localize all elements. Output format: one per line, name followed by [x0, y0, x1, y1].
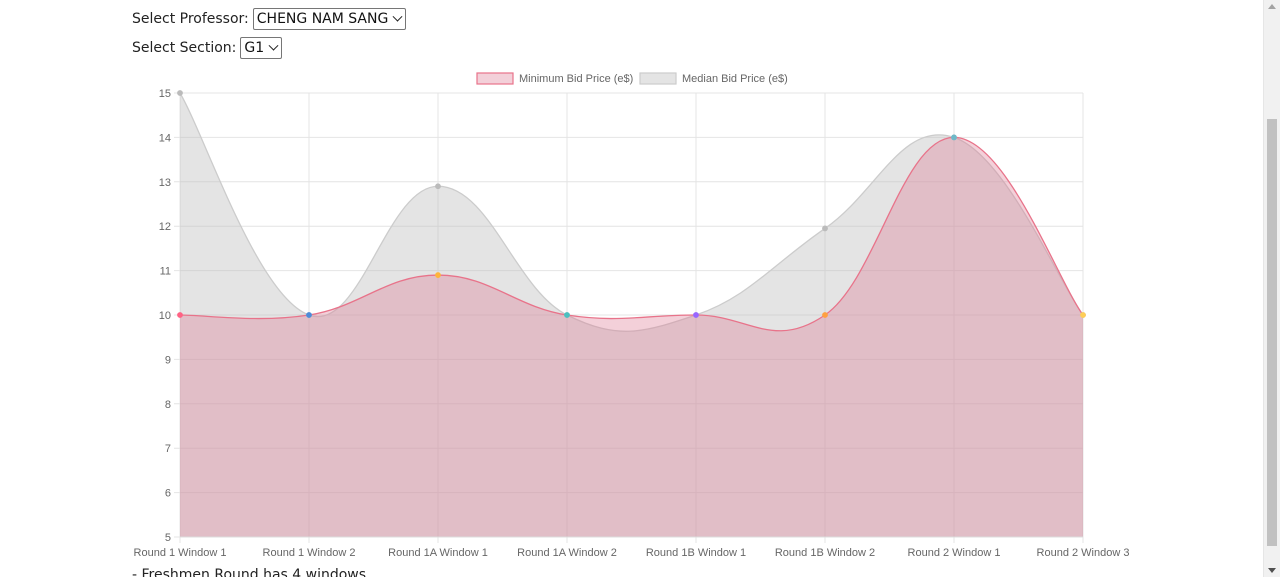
min-bid-point: [177, 312, 183, 318]
y-tick-label: 5: [165, 532, 171, 544]
vertical-scrollbar[interactable]: [1263, 0, 1280, 577]
scroll-up-icon[interactable]: [1268, 4, 1276, 9]
y-tick-label: 11: [160, 266, 171, 278]
median-bid-area: [180, 93, 1083, 537]
min-bid-point: [1080, 312, 1086, 318]
professor-select[interactable]: CHENG NAM SANG: [252, 8, 407, 30]
y-tick-label: 9: [165, 354, 171, 366]
min-bid-point: [564, 312, 570, 318]
y-tick-label: 14: [159, 132, 171, 144]
min-bid-point: [693, 312, 699, 318]
y-tick-label: 12: [159, 221, 171, 233]
x-tick-label: Round 1A Window 2: [517, 547, 617, 559]
professor-label: Select Professor:: [132, 11, 249, 27]
section-select[interactable]: G1: [240, 37, 283, 59]
section-selector-row: Select Section: G1: [132, 37, 283, 59]
min-bid-point: [822, 312, 828, 318]
y-tick-label: 6: [165, 488, 171, 500]
scroll-down-icon[interactable]: [1268, 568, 1276, 573]
x-tick-label: Round 1A Window 1: [388, 547, 488, 559]
x-tick-label: Round 2 Window 3: [1037, 547, 1130, 559]
x-tick-label: Round 1 Window 1: [134, 547, 227, 559]
legend-median-bid-label: Median Bid Price (e$): [682, 73, 788, 85]
y-tick-label: 8: [165, 399, 171, 411]
y-tick-label: 10: [159, 310, 171, 322]
y-tick-label: 7: [165, 443, 171, 455]
min-bid-point: [951, 134, 957, 141]
professor-select-value: CHENG NAM SANG: [256, 11, 389, 27]
section-select-value: G1: [244, 40, 265, 56]
legend-min-bid-label: Minimum Bid Price (e$): [519, 73, 633, 85]
x-tick-label: Round 1 Window 2: [263, 547, 356, 559]
x-tick-label: Round 1B Window 1: [646, 547, 746, 559]
min-bid-point: [306, 312, 312, 318]
x-tick-label: Round 1B Window 2: [775, 547, 875, 559]
y-tick-label: 13: [159, 177, 171, 189]
min-bid-point: [435, 272, 441, 278]
professor-selector-row: Select Professor: CHENG NAM SANG: [132, 8, 407, 30]
median-bid-point: [435, 183, 441, 190]
scroll-thumb[interactable]: [1267, 119, 1277, 546]
freshmen-note: - Freshmen Round has 4 windows: [132, 567, 367, 577]
x-tick-label: Round 2 Window 1: [908, 547, 1001, 559]
legend-min-bid-swatch: [476, 72, 514, 85]
min-bid-area: [180, 137, 1083, 537]
median-bid-point: [177, 90, 183, 96]
legend-median-bid-swatch: [639, 72, 677, 85]
median-bid-point: [822, 225, 828, 232]
section-label: Select Section:: [132, 40, 237, 56]
y-tick-label: 15: [159, 88, 171, 100]
